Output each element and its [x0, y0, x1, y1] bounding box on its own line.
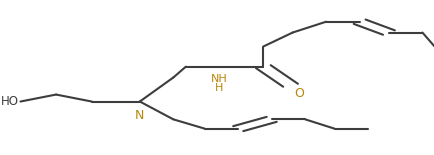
- Text: N: N: [135, 109, 144, 122]
- Text: O: O: [294, 87, 304, 100]
- Text: NH
H: NH H: [210, 74, 227, 93]
- Text: HO: HO: [0, 95, 18, 108]
